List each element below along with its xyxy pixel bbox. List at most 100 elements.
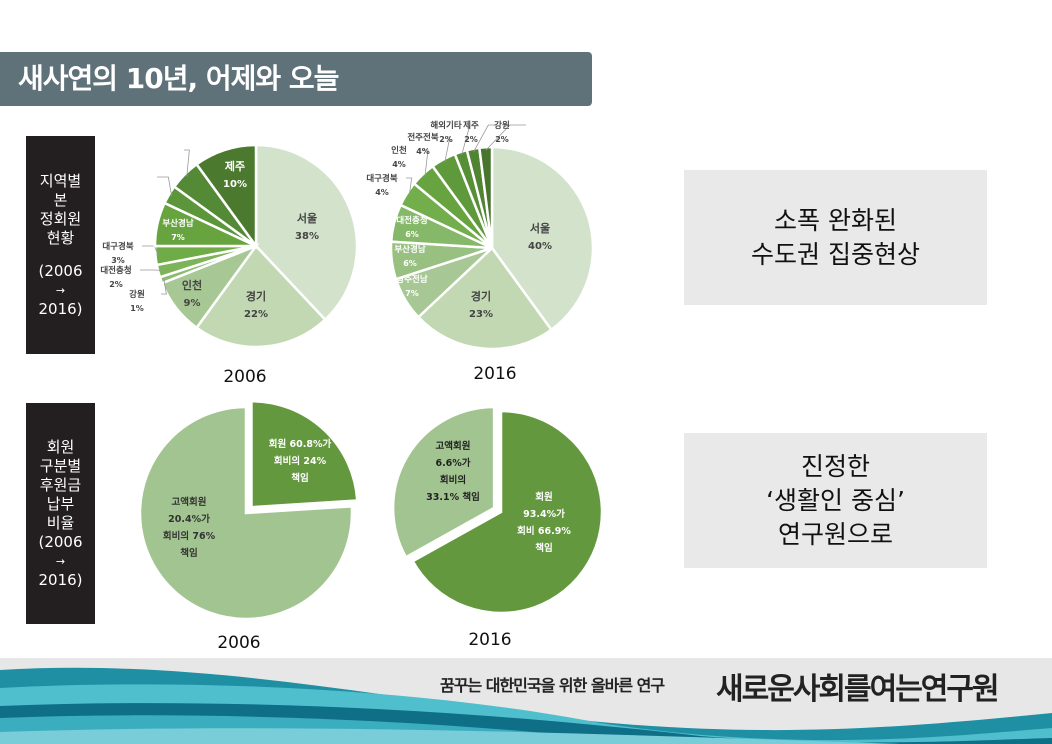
slice-label: 20.4%가 bbox=[168, 513, 210, 525]
pie-slice bbox=[477, 145, 494, 249]
footer-org-name: 새로운사회를여는연구원 bbox=[716, 672, 1000, 707]
slice-label: 제주 bbox=[225, 159, 245, 173]
pie-year-label: 2016 bbox=[468, 630, 511, 650]
slice-value-label: 3% bbox=[126, 187, 140, 196]
leader-line bbox=[485, 124, 526, 151]
slice-value-label: 2% bbox=[464, 135, 478, 144]
side-label-line: 2016) bbox=[38, 570, 83, 589]
pie-slice bbox=[490, 145, 595, 332]
summary-line: ‘생활인 중심’ bbox=[766, 485, 905, 515]
slice-label: 회비의 24% bbox=[274, 455, 327, 467]
slice-label: 회비 66.9% bbox=[517, 525, 571, 537]
pie-slice bbox=[250, 399, 359, 509]
slice-value-label: 3% bbox=[111, 256, 125, 265]
slice-label: 책임 bbox=[291, 472, 308, 484]
pie-year-label: 2016 bbox=[473, 364, 516, 384]
slice-value-label: 38% bbox=[295, 231, 319, 242]
side-label-line: 현황 bbox=[46, 228, 75, 247]
slice-value-label: 2% bbox=[109, 280, 123, 289]
leader-line bbox=[473, 124, 495, 152]
slice-value-label: 5% bbox=[153, 160, 167, 169]
slice-value-label: 2% bbox=[439, 135, 453, 144]
slice-value-label: 9% bbox=[184, 298, 201, 309]
slice-label: 광주전남 bbox=[144, 145, 175, 156]
leader-line bbox=[406, 177, 413, 196]
slice-label: 제주 bbox=[463, 120, 479, 131]
leader-line bbox=[423, 149, 429, 177]
pie-chart-2: 서울 40% 경기 23% 광주전남 7% 부산경남 6% 대전충청 6% 대구경북 4% 인천 4% 전주… bbox=[366, 120, 595, 384]
slice-label: 인천 bbox=[182, 278, 202, 292]
pie-slice bbox=[194, 143, 258, 250]
summary-line: 진정한 bbox=[800, 451, 870, 481]
slice-label: 경기 bbox=[471, 289, 491, 303]
slice-label: 서울 bbox=[530, 221, 550, 235]
summary-line: 수도권 집중현상 bbox=[751, 239, 920, 269]
slice-label: 대전충청 bbox=[100, 265, 131, 276]
side-label-line: 구분별 bbox=[39, 456, 82, 475]
slice-label: 93.4%가 bbox=[523, 508, 565, 520]
leader-line bbox=[444, 136, 451, 163]
slice-label: 강원 bbox=[129, 289, 145, 300]
slice-value-label: 7% bbox=[171, 233, 185, 242]
slice-value-label: 2% bbox=[495, 135, 509, 144]
slice-label: 인천 bbox=[391, 145, 407, 156]
slice-label: 전주전북 bbox=[407, 132, 438, 143]
slice-label: 대구경북 bbox=[366, 173, 397, 184]
page-title: 새사연의 10년, 어제와 오늘 bbox=[0, 52, 592, 106]
side-label-line: 비율 bbox=[46, 513, 75, 532]
slice-value-label: 23% bbox=[469, 309, 493, 320]
leader-line bbox=[161, 279, 167, 295]
slice-value-label: 4% bbox=[416, 147, 430, 156]
leader-line bbox=[157, 176, 173, 197]
slice-label: 경기 bbox=[246, 289, 266, 303]
side-label-line: (2006 bbox=[38, 261, 83, 280]
slice-label: 책임 bbox=[535, 542, 552, 554]
slice-label: 회비의 bbox=[440, 474, 466, 486]
slice-label: 해외기타 bbox=[430, 120, 461, 131]
slice-label: 책임 bbox=[180, 547, 197, 559]
slice-value-label: 6% bbox=[405, 230, 419, 239]
slice-value-label: 6% bbox=[403, 259, 417, 268]
slice-label: 고액회원 bbox=[436, 440, 471, 452]
slice-label: 회비의 76% bbox=[163, 530, 216, 542]
slice-label: 대전충청 bbox=[396, 215, 427, 226]
pie-year-label: 2006 bbox=[217, 633, 260, 653]
slice-label: 고액회원 bbox=[172, 496, 207, 508]
slice-value-label: 1% bbox=[130, 304, 144, 313]
arrow-icon: → bbox=[55, 554, 66, 568]
arrow-icon: → bbox=[55, 283, 66, 297]
slice-value-label: 22% bbox=[244, 309, 268, 320]
slice-label: 회원 60.8%가 bbox=[269, 438, 332, 450]
pie-slice bbox=[391, 405, 496, 559]
slice-label: 서울 bbox=[297, 211, 317, 225]
side-label-line: 회원 bbox=[46, 437, 75, 456]
pie-slice bbox=[411, 409, 604, 615]
side-label-line: 지역별 bbox=[39, 171, 82, 190]
pie-slice bbox=[416, 246, 554, 351]
summary-box-membership: 진정한 ‘생활인 중심’ 연구원으로 bbox=[684, 433, 987, 568]
side-label-line: 정회원 bbox=[39, 209, 82, 228]
summary-line: 소폭 완화된 bbox=[774, 205, 897, 235]
slice-label: 광주전남 bbox=[396, 274, 427, 285]
slice-label: 회원 bbox=[535, 491, 552, 503]
slice-label: 33.1% 책임 bbox=[426, 491, 480, 503]
side-label-region: 지역별 본 정회원 현황 (2006 → 2016) bbox=[26, 136, 95, 354]
pie-charts: 서울 38% 경기 22% 인천 9% 강원 1% 대전충청 2% 대구경북 3% 부산경남 7% 전주전북… bbox=[100, 120, 604, 653]
slice-value-label: 40% bbox=[528, 241, 552, 252]
pie-slice bbox=[138, 405, 354, 621]
side-label-line: 후원금 bbox=[39, 475, 82, 494]
slice-label: 강원 bbox=[494, 120, 510, 131]
slice-label: 부산경남 bbox=[394, 244, 425, 255]
slice-label: 전주전북 bbox=[117, 172, 148, 183]
slice-label: 6.6%가 bbox=[435, 457, 470, 469]
summary-line: 연구원으로 bbox=[777, 519, 893, 549]
summary-box-region: 소폭 완화된 수도권 집중현상 bbox=[684, 170, 987, 305]
footer-slogan: 꿈꾸는 대한민국을 위한 올바른 연구 bbox=[440, 676, 665, 695]
side-label-line: 2016) bbox=[38, 299, 83, 318]
slice-value-label: 10% bbox=[223, 179, 247, 190]
leader-line bbox=[461, 124, 471, 155]
slice-value-label: 4% bbox=[392, 160, 406, 169]
side-label-line: 납부 bbox=[46, 494, 75, 513]
